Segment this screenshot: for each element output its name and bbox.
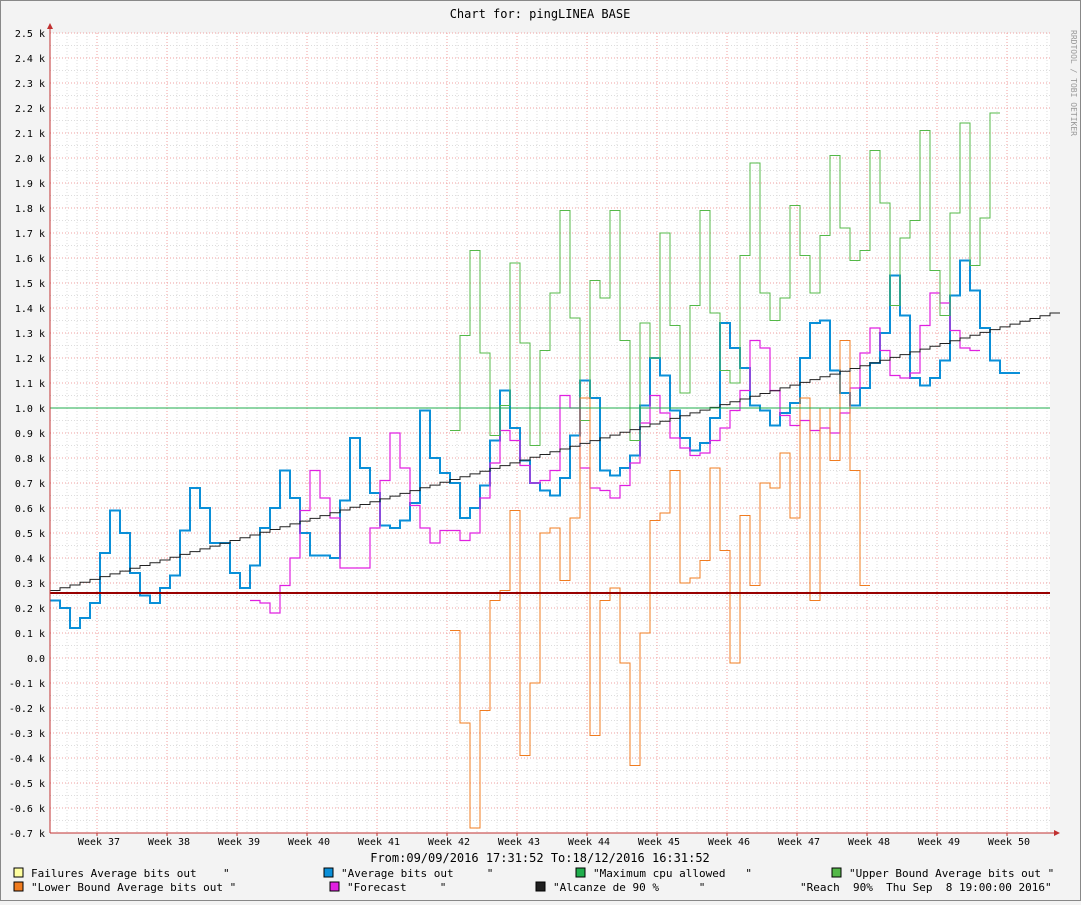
x-tick-label: Week 39 — [218, 837, 260, 848]
x-tick-label: Week 37 — [78, 837, 120, 848]
y-tick-label: 1.9 k — [15, 179, 45, 190]
x-tick-label: Week 44 — [568, 837, 610, 848]
y-tick-label: 1.8 k — [15, 204, 45, 215]
y-tick-label: -0.1 k — [9, 679, 45, 690]
y-tick-label: -0.4 k — [9, 754, 45, 765]
x-tick-label: Week 45 — [638, 837, 680, 848]
series-trend-4 — [50, 312, 1060, 591]
x-tick-label: Week 48 — [848, 837, 890, 848]
x-tick-label: Week 47 — [778, 837, 820, 848]
legend-swatch-3 — [831, 867, 842, 878]
y-tick-label: 1.6 k — [15, 254, 45, 265]
x-tick-label: Week 38 — [148, 837, 190, 848]
series-line-1 — [250, 292, 980, 614]
y-tick-label: 0.6 k — [15, 504, 45, 515]
legend-label-3: "Upper Bound Average bits out " — [849, 867, 1054, 880]
date-range: From:09/09/2016 17:31:52 To:18/12/2016 1… — [370, 851, 710, 865]
y-tick-label: 0.3 k — [15, 579, 45, 590]
y-tick-label: 1.3 k — [15, 329, 45, 340]
y-tick-label: 1.5 k — [15, 279, 45, 290]
y-tick-label: -0.2 k — [9, 704, 45, 715]
x-tick-label: Week 40 — [288, 837, 330, 848]
legend-label-4: "Lower Bound Average bits out " — [31, 881, 236, 894]
grid-layer — [50, 32, 1050, 834]
legend-swatch-5 — [329, 881, 340, 892]
y-tick-label: 1.1 k — [15, 379, 45, 390]
legend-label-1: "Average bits out " — [341, 867, 493, 880]
y-tick-label: 1.4 k — [15, 304, 45, 315]
legend-label-7: "Reach 90% Thu Sep 8 19:00:00 2016" — [800, 881, 1052, 894]
y-tick-label: 2.2 k — [15, 104, 45, 115]
legend-label-0: Failures Average bits out " — [31, 867, 230, 880]
series-line-3 — [450, 340, 870, 829]
x-tick-label: Week 41 — [358, 837, 400, 848]
axis-layer: 2.5 k 2.4 k 2.3 k 2.2 k 2.1 k 2.0 k 1.9 k 1.8 k… — [9, 23, 1060, 848]
x-tick-label: Week 46 — [708, 837, 750, 848]
legend-swatch-2 — [575, 867, 586, 878]
y-tick-label: 1.0 k — [15, 404, 45, 415]
y-tick-label: -0.7 k — [9, 829, 45, 840]
legend-swatch-1 — [323, 867, 334, 878]
x-tick-label: Week 49 — [918, 837, 960, 848]
y-tick-label: 0.0 — [27, 654, 45, 665]
y-tick-label: 0.9 k — [15, 429, 45, 440]
y-tick-label: 1.2 k — [15, 354, 45, 365]
x-tick-label: Week 42 — [428, 837, 470, 848]
y-tick-label: 0.5 k — [15, 529, 45, 540]
y-tick-label: 2.4 k — [15, 54, 45, 65]
y-tick-label: 2.1 k — [15, 129, 45, 140]
legend-layer: Failures Average bits out " "Average bits… — [13, 867, 1054, 894]
chart-title: Chart for: pingLINEA BASE — [450, 7, 631, 21]
y-tick-label: 0.7 k — [15, 479, 45, 490]
y-tick-label: 0.8 k — [15, 454, 45, 465]
y-tick-label: 0.2 k — [15, 604, 45, 615]
y-tick-label: 2.3 k — [15, 79, 45, 90]
y-axis-arrow — [47, 23, 53, 29]
x-tick-label: Week 50 — [988, 837, 1030, 848]
watermark: RRDTOOL / TOBI OETIKER — [1069, 30, 1078, 136]
y-tick-label: 0.4 k — [15, 554, 45, 565]
legend-swatch-0 — [13, 867, 24, 878]
series-line-2 — [450, 112, 1000, 446]
y-tick-label: 1.7 k — [15, 229, 45, 240]
legend-swatch-6 — [535, 881, 546, 892]
y-tick-label: -0.5 k — [9, 779, 45, 790]
y-tick-label: 2.5 k — [15, 29, 45, 40]
legend-label-5: "Forecast " — [347, 881, 446, 894]
x-tick-label: Week 43 — [498, 837, 540, 848]
series-layer — [50, 112, 1060, 829]
x-axis-arrow — [1054, 830, 1060, 836]
y-tick-label: 2.0 k — [15, 154, 45, 165]
y-tick-label: -0.3 k — [9, 729, 45, 740]
legend-label-6: "Alcanze de 90 % " — [553, 881, 705, 894]
legend-label-2: "Maximum cpu allowed " — [593, 867, 752, 880]
legend-swatch-4 — [13, 881, 24, 892]
y-tick-label: -0.6 k — [9, 804, 45, 815]
y-tick-label: 0.1 k — [15, 629, 45, 640]
